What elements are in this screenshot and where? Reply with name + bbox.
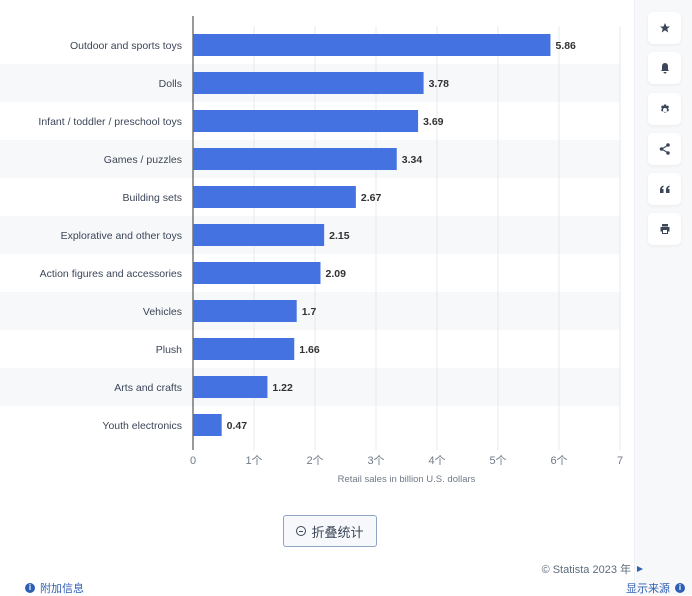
row-stripe [0,368,620,406]
bar [193,186,356,208]
category-label: Arts and crafts [114,382,182,394]
row-stripe [0,292,620,330]
favorite-button[interactable] [648,12,681,44]
bar-chart: 0 1个 2个 3个 4个 5个 6个 7 Outdoor and sports toys 5.8… [0,16,624,485]
collapse-statistic-button[interactable]: 折叠统计 [283,515,377,547]
star-icon [659,23,670,33]
category-label: Dolls [159,78,182,90]
data-label: 3.34 [402,154,423,166]
x-tick-label: 7 [617,455,623,467]
bar [193,72,424,94]
info-icon: i [25,583,35,593]
category-label: Infant / toddler / preschool toys [38,116,182,128]
data-label: 0.47 [227,420,248,432]
bar [193,224,325,246]
data-label: 2.67 [361,192,382,204]
settings-button[interactable] [648,93,681,125]
show-source-label: 显示来源 [626,583,670,595]
gear-icon [660,104,669,113]
x-tick-label: 1个 [245,454,262,467]
bar [193,338,295,360]
copyright: © Statista 2023 年 [542,561,643,577]
additional-info-label: 附加信息 [40,583,84,595]
bell-icon [660,63,669,74]
data-label: 3.69 [423,116,444,128]
notification-button[interactable] [648,52,681,84]
show-source-link[interactable]: 显示来源 i [626,580,685,596]
print-button[interactable] [648,213,681,245]
minus-circle-icon [296,526,307,536]
share-icon [659,143,670,155]
cite-button[interactable] [648,173,681,205]
x-tick-label: 5个 [489,454,506,467]
data-label: 2.15 [329,230,350,242]
category-label: Explorative and other toys [61,230,182,242]
x-tick-label: 2个 [306,454,323,467]
category-label: Building sets [122,192,182,204]
data-label: 1.7 [302,306,317,318]
category-label: Plush [156,344,182,356]
copyright-text: © Statista 2023 年 [541,564,631,576]
additional-info-link[interactable]: i 附加信息 [25,580,84,596]
info-icon: i [675,583,685,593]
data-label: 5.86 [555,40,576,52]
quote-icon [659,185,669,193]
category-label: Outdoor and sports toys [70,40,182,52]
x-axis-label: Retail sales in billion U.S. dollars [338,474,476,485]
collapse-label: 折叠统计 [311,524,364,540]
x-tick-label: 3个 [367,454,384,467]
x-tick-label: 6个 [550,454,567,467]
flag-icon[interactable] [637,566,643,572]
printer-icon [660,224,669,234]
data-label: 3.78 [429,78,450,90]
category-label: Youth electronics [102,420,182,432]
category-label: Vehicles [143,306,182,318]
data-label: 1.22 [272,382,293,394]
bar [193,148,397,170]
data-label: 1.66 [299,344,320,356]
x-tick-label: 0 [190,455,196,467]
category-label: Action figures and accessories [40,268,182,280]
bar [193,34,551,56]
bar [193,262,321,284]
bar [193,376,268,398]
x-tick-label: 4个 [428,454,445,467]
category-label: Games / puzzles [104,154,182,166]
data-label: 2.09 [325,268,346,280]
share-button[interactable] [648,133,681,165]
bar [193,300,297,322]
bar [193,414,222,436]
sidebar [634,0,692,595]
bar [193,110,419,132]
